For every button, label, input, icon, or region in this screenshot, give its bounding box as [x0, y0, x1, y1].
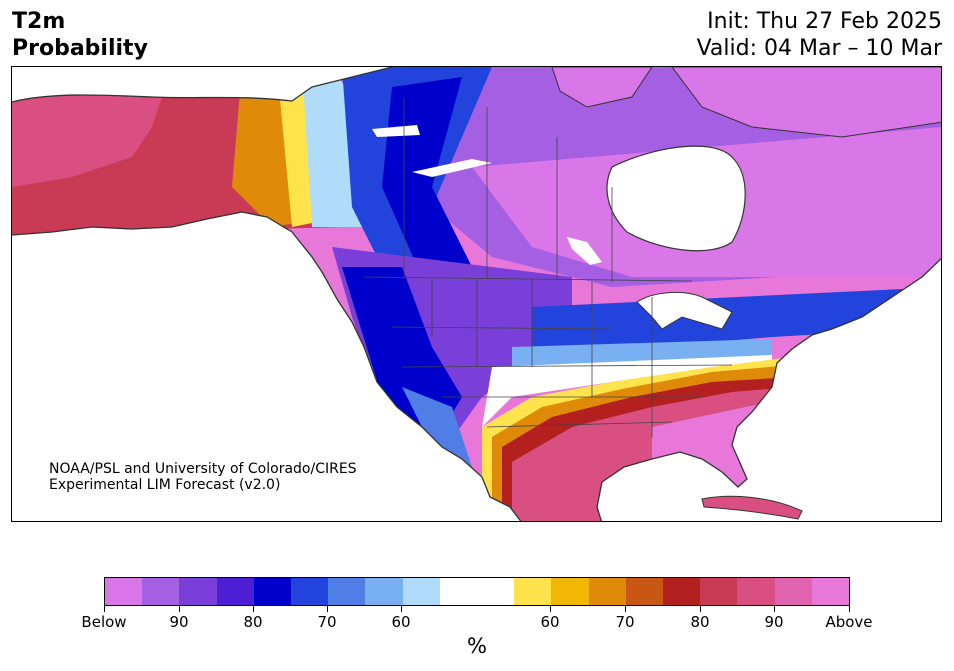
probability-colorbar	[104, 577, 850, 606]
colorbar-tick	[700, 606, 701, 612]
colorbar-swatch-6	[328, 578, 366, 605]
map-title: T2m Probability	[12, 8, 148, 62]
colorbar-tick	[849, 606, 850, 612]
colorbar-tick	[401, 606, 402, 612]
colorbar-swatch-18	[774, 578, 812, 605]
colorbar-tick-label: 80	[690, 613, 710, 631]
colorbar-tick	[327, 606, 328, 612]
credit-product: Experimental LIM Forecast (v2.0)	[49, 477, 281, 493]
colorbar-unit: %	[467, 634, 487, 658]
colorbar-tick-label: Above	[825, 613, 873, 631]
colorbar-swatch-7	[365, 578, 403, 605]
forecast-dates: Init: Thu 27 Feb 2025 Valid: 04 Mar – 10…	[697, 8, 942, 62]
colorbar-tick	[179, 606, 180, 612]
colorbar-swatch-9	[439, 578, 478, 605]
colorbar-swatch-19	[811, 578, 850, 605]
map-credit: NOAA/PSL and University of Colorado/CIRE…	[49, 461, 357, 493]
colorbar-swatch-5	[291, 578, 329, 605]
valid-period: Valid: 04 Mar – 10 Mar	[696, 36, 942, 61]
colorbar-tick-label: 60	[540, 613, 560, 631]
colorbar-tick-label: Below	[81, 613, 127, 631]
colorbar-swatch-2	[179, 578, 217, 605]
colorbar-swatch-3	[216, 578, 254, 605]
colorbar-swatch-13	[588, 578, 626, 605]
colorbar-swatch-16	[700, 578, 738, 605]
colorbar-tick-label: 80	[243, 613, 263, 631]
colorbar-swatch-10	[477, 578, 515, 605]
title-quantity: Probability	[12, 36, 148, 61]
colorbar-swatch-17	[737, 578, 775, 605]
colorbar-swatch-4	[253, 578, 292, 605]
colorbar-swatch-12	[551, 578, 589, 605]
colorbar-swatch-11	[514, 578, 552, 605]
colorbar-swatch-14	[625, 578, 664, 605]
colorbar-tick-label: 70	[317, 613, 337, 631]
colorbar-swatch-1	[142, 578, 180, 605]
colorbar-tick	[625, 606, 626, 612]
colorbar-tick	[774, 606, 775, 612]
colorbar-swatch-15	[663, 578, 701, 605]
credit-organization: NOAA/PSL and University of Colorado/CIRE…	[49, 461, 357, 477]
colorbar-tick	[550, 606, 551, 612]
colorbar-tick-label: 60	[391, 613, 411, 631]
colorbar-swatch-8	[402, 578, 440, 605]
init-date: Init: Thu 27 Feb 2025	[707, 9, 942, 34]
colorbar-tick-label: 70	[615, 613, 635, 631]
title-variable: T2m	[12, 9, 66, 34]
colorbar-tick	[253, 606, 254, 612]
map-canvas	[12, 67, 941, 521]
colorbar-swatch-0	[105, 578, 143, 605]
colorbar-tick-label: 90	[169, 613, 189, 631]
colorbar-tick	[104, 606, 105, 612]
probability-map	[11, 66, 942, 522]
colorbar-tick-label: 90	[764, 613, 784, 631]
